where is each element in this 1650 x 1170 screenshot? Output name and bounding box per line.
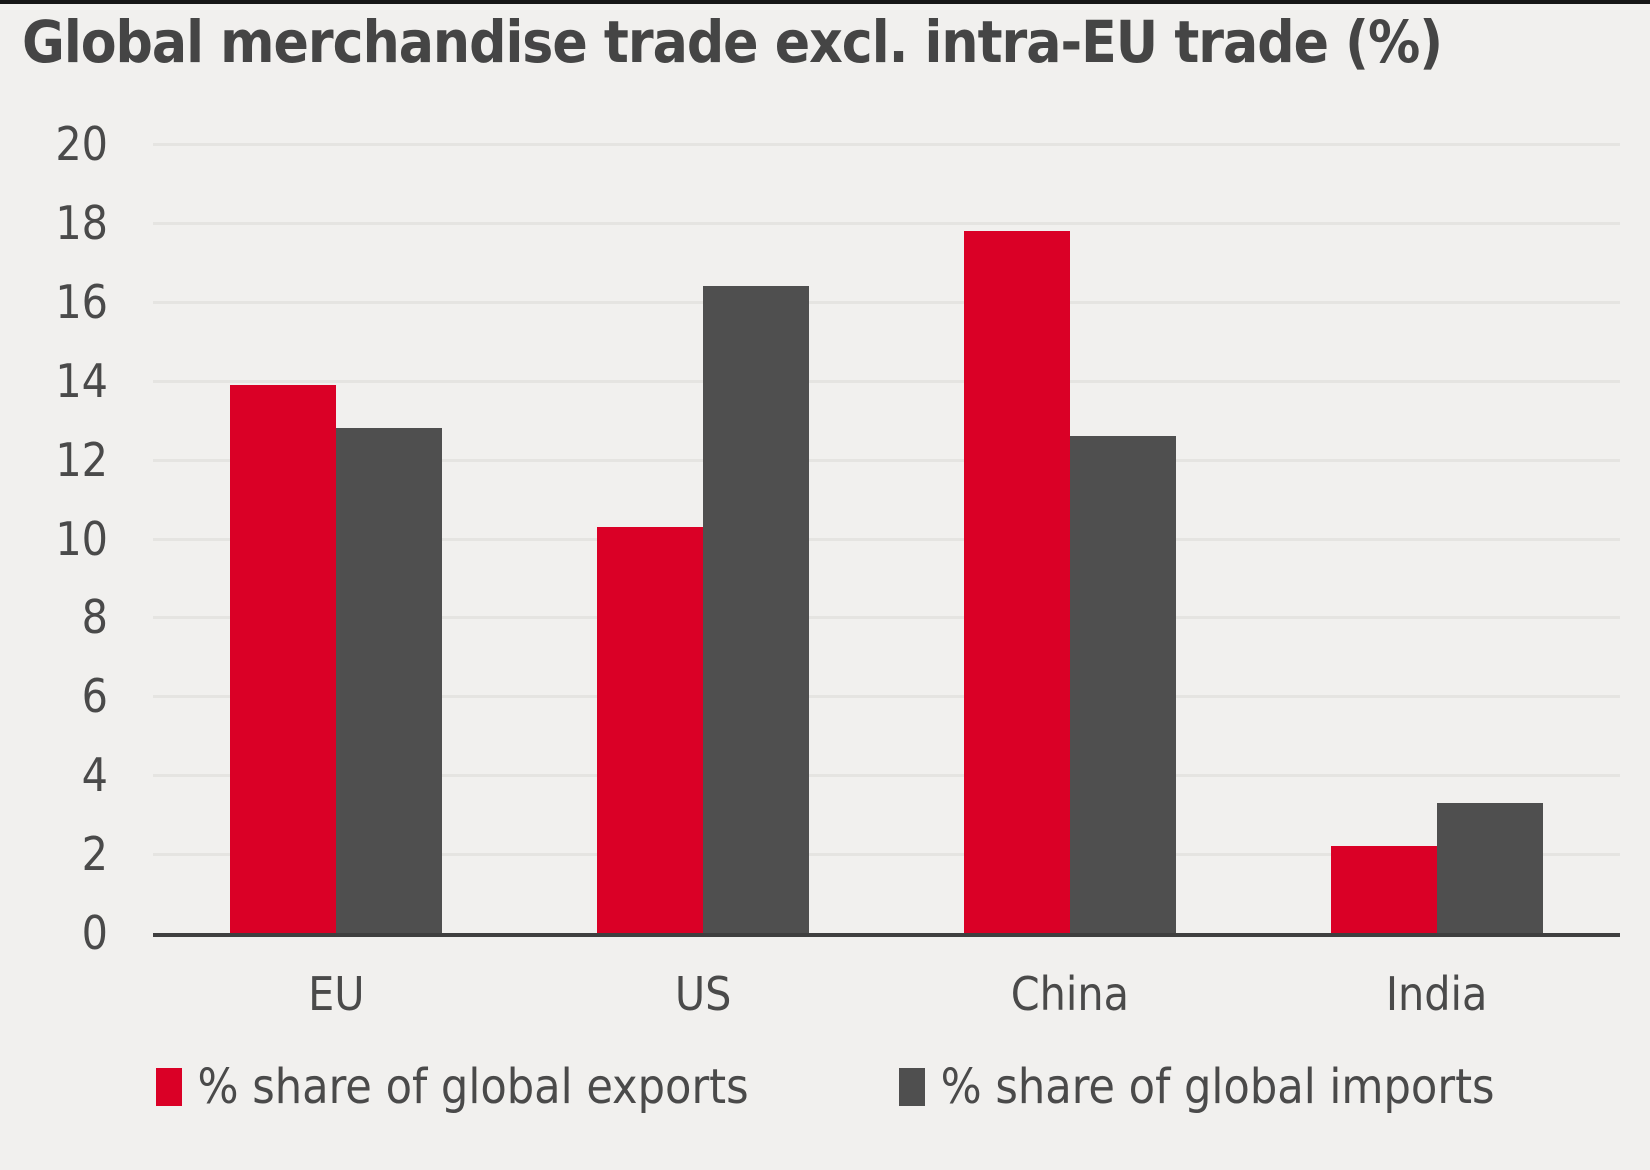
- y-tick-label-2: 2: [81, 827, 108, 882]
- x-axis-line: [153, 933, 1620, 937]
- y-tick-label-20: 20: [55, 117, 108, 171]
- legend-label-imports: % share of global imports: [940, 1059, 1495, 1115]
- gridline-4: [153, 774, 1620, 778]
- bar-eu-exports: [230, 384, 337, 933]
- gridline-12: [153, 458, 1620, 462]
- gridline-16: [153, 300, 1620, 304]
- y-tick-label-14: 14: [55, 353, 108, 408]
- gridline-10: [153, 537, 1620, 541]
- gridline-20: [153, 143, 1620, 146]
- gridline-18: [153, 221, 1620, 225]
- y-tick-label-4: 4: [81, 748, 108, 803]
- x-category-label-india: India: [1385, 967, 1488, 1021]
- bar-india-exports: [1330, 846, 1437, 933]
- x-category-label-china: China: [1010, 967, 1129, 1021]
- top-rule: [0, 0, 1650, 4]
- legend-swatch-exports: [155, 1068, 182, 1106]
- bar-us-imports: [703, 286, 810, 933]
- chart-title: Global merchandise trade excl. intra-EU …: [22, 8, 1443, 76]
- legend-label-exports: % share of global exports: [197, 1059, 749, 1115]
- bar-china-imports: [1069, 435, 1176, 933]
- y-tick-label-12: 12: [55, 432, 108, 487]
- legend-item-exports: % share of global exports: [155, 1058, 749, 1116]
- gridline-14: [153, 379, 1620, 383]
- bar-china-exports: [963, 230, 1070, 933]
- x-category-label-eu: EU: [308, 967, 365, 1021]
- gridline-2: [153, 853, 1620, 857]
- gridline-8: [153, 616, 1620, 620]
- legend: % share of global exports % share of glo…: [0, 1058, 1650, 1116]
- bar-eu-imports: [336, 428, 443, 933]
- y-tick-label-0: 0: [81, 906, 108, 960]
- y-tick-label-8: 8: [81, 590, 108, 645]
- legend-item-imports: % share of global imports: [898, 1058, 1495, 1116]
- gridline-6: [153, 695, 1620, 699]
- y-tick-label-10: 10: [55, 511, 108, 566]
- x-category-label-us: US: [674, 967, 732, 1021]
- y-tick-label-16: 16: [55, 274, 108, 329]
- legend-swatch-imports: [898, 1068, 925, 1106]
- y-tick-label-18: 18: [55, 195, 108, 250]
- bar-india-imports: [1436, 802, 1543, 933]
- bar-us-exports: [597, 526, 704, 933]
- y-tick-label-6: 6: [81, 669, 108, 724]
